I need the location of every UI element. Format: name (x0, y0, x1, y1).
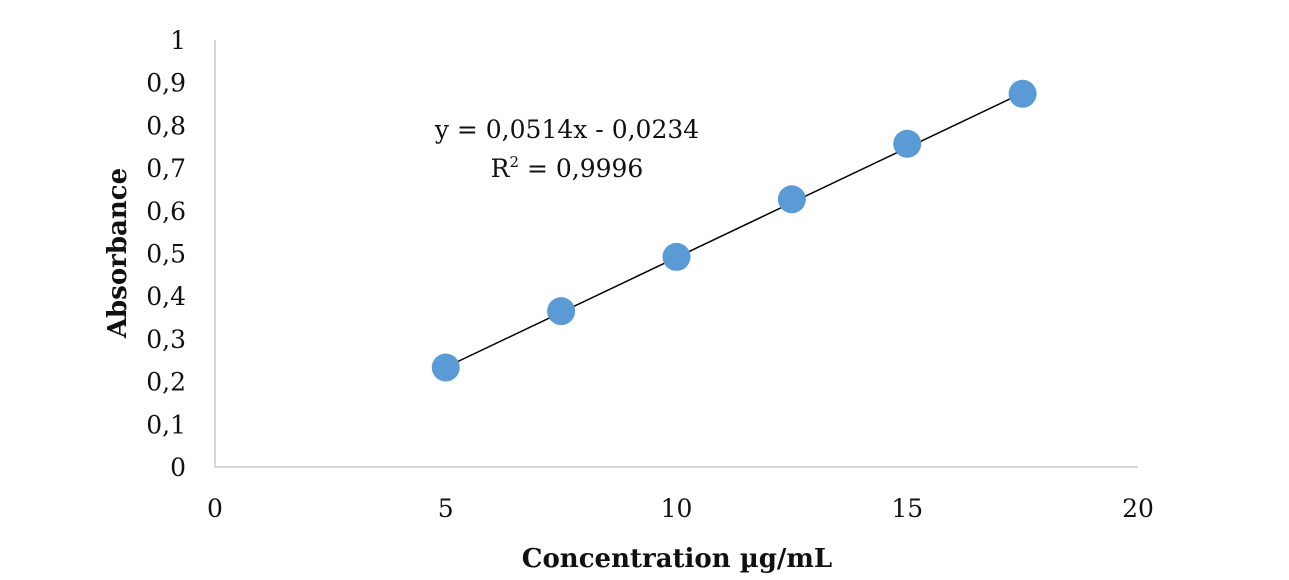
x-tick-labels: 0 5 10 15 20 (207, 494, 1154, 523)
y-axis-title: Absorbance (103, 168, 133, 339)
data-point (1008, 79, 1037, 108)
data-point (893, 129, 922, 158)
r-squared-superscript: 2 (509, 153, 519, 171)
trendline-group (445, 92, 1023, 368)
data-points (431, 79, 1037, 382)
r-squared-prefix: R (491, 154, 511, 183)
y-tick-label: 0 (170, 453, 186, 482)
data-point (777, 185, 806, 214)
r-squared-value: = 0,9996 (519, 154, 643, 183)
data-point (662, 242, 691, 271)
x-tick-label: 20 (1122, 494, 1154, 523)
data-point (431, 353, 460, 382)
trendline (445, 92, 1023, 368)
y-tick-label: 0,1 (146, 410, 186, 439)
y-tick-labels: 0 0,1 0,2 0,3 0,4 0,5 0,6 0,7 0,8 0,9 1 (146, 26, 186, 482)
y-tick-label: 0,3 (146, 325, 186, 354)
x-axis-title: Concentration µg/mL (522, 544, 832, 574)
y-tick-label: 0,9 (146, 69, 186, 98)
r-squared-label: R2 = 0,9996 (491, 153, 644, 183)
y-tick-label: 0,7 (146, 154, 186, 183)
axes (214, 40, 1138, 468)
x-tick-label: 10 (661, 494, 693, 523)
regression-equation: y = 0,0514x - 0,0234 (434, 115, 699, 144)
y-tick-label: 0,2 (146, 368, 186, 397)
y-tick-label: 0,4 (146, 282, 186, 311)
x-tick-label: 15 (891, 494, 923, 523)
y-tick-label: 1 (170, 26, 186, 55)
y-tick-label: 0,6 (146, 197, 186, 226)
y-tick-label: 0,5 (146, 240, 186, 269)
x-tick-label: 5 (438, 494, 454, 523)
data-point (547, 297, 576, 326)
y-tick-label: 0,8 (146, 111, 186, 140)
x-tick-label: 0 (207, 494, 223, 523)
